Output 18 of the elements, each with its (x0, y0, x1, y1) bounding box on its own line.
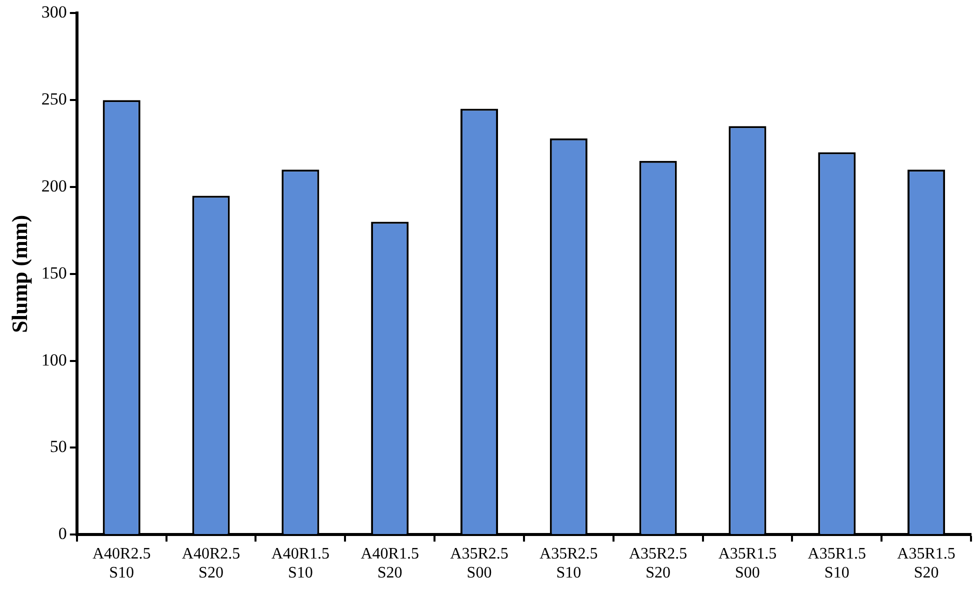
y-tick-label: 300 (41, 2, 67, 22)
x-tick-label: A40R2.5 S10 (92, 545, 151, 582)
y-tick-label: 250 (41, 90, 67, 109)
x-tick-label: A35R2.5 S10 (540, 545, 598, 582)
x-tick-label: A40R2.5 S20 (182, 545, 240, 582)
x-tick-label: A40R1.5 S10 (271, 545, 330, 582)
y-tick-label: 200 (41, 176, 67, 196)
x-tick-label: A40R1.5 S20 (360, 545, 419, 582)
x-tick-label: A35R2.5 S00 (450, 545, 508, 582)
x-tick-label: A35R2.5 S20 (628, 545, 688, 582)
y-axis-title: Slump (mm) (6, 214, 32, 333)
y-tick-label: 150 (41, 263, 67, 282)
y-tick-label: 50 (50, 437, 67, 456)
y-tick-label: 100 (41, 350, 67, 370)
x-tick-label: A35R1.5 S20 (897, 545, 956, 582)
x-tick-label: A35R1.5 S10 (808, 545, 866, 582)
x-tick-label: A35R1.5 S00 (718, 545, 777, 582)
y-tick-label: 0 (58, 524, 67, 544)
